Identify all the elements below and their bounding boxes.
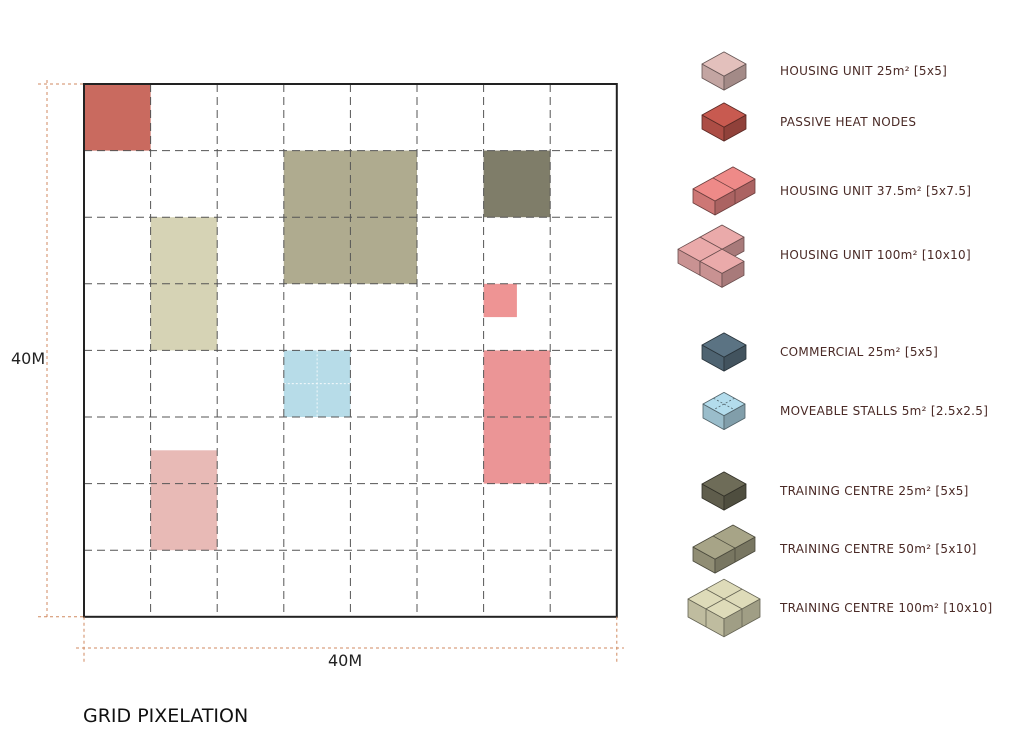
legend-item: TRAINING CENTRE 100m² [10x10] — [687, 578, 992, 638]
legend-label: HOUSING UNIT 25m² [5x5] — [780, 64, 947, 78]
single-cube-icon — [701, 51, 747, 91]
legend-label: HOUSING UNIT 37.5m² [5x7.5] — [780, 184, 971, 198]
legend-item: HOUSING UNIT 37.5m² [5x7.5] — [692, 166, 971, 216]
legend-item: TRAINING CENTRE 50m² [5x10] — [692, 524, 977, 574]
legend-label: TRAINING CENTRE 25m² [5x5] — [779, 484, 969, 498]
legend-item: MOVEABLE STALLS 5m² [2.5x2.5] — [702, 391, 988, 431]
dimension-layer — [38, 80, 624, 664]
legend-label: TRAINING CENTRE 50m² [5x10] — [779, 542, 977, 556]
legend: HOUSING UNIT 25m² [5x5] PASSIVE HEAT NODE… — [677, 51, 992, 638]
single-cube-icon — [701, 332, 747, 372]
stall-cube-icon — [702, 391, 746, 431]
blocks-layer — [84, 84, 551, 551]
housing-unit-small-block — [483, 283, 517, 318]
height-dimension-label: 40M — [11, 349, 45, 368]
legend-label: MOVEABLE STALLS 5m² [2.5x2.5] — [780, 404, 988, 418]
legend-item: HOUSING UNIT 25m² [5x5] — [701, 51, 947, 91]
grid-border — [83, 83, 618, 618]
training-centre-25-block — [483, 150, 551, 218]
legend-item: COMMERCIAL 25m² [5x5] — [701, 332, 938, 372]
legend-label: COMMERCIAL 25m² [5x5] — [780, 345, 938, 359]
double-block-icon — [692, 524, 756, 574]
width-dimension-label: 40M — [328, 651, 362, 670]
double-block-icon — [692, 166, 756, 216]
single-cube-icon — [701, 102, 747, 142]
l-shape-block-icon — [677, 224, 745, 288]
legend-label: PASSIVE HEAT NODES — [780, 115, 916, 129]
legend-item: TRAINING CENTRE 25m² [5x5] — [701, 471, 969, 511]
passive-heat-node-block — [84, 84, 151, 151]
diagram-title: GRID PIXELATION — [83, 705, 248, 727]
housing-unit-25-block — [150, 450, 218, 551]
legend-label: HOUSING UNIT 100m² [10x10] — [780, 248, 971, 262]
legend-item: PASSIVE HEAT NODES — [701, 102, 916, 142]
grid-layer — [83, 83, 618, 618]
quad-block-icon — [687, 578, 761, 638]
legend-label: TRAINING CENTRE 100m² [10x10] — [779, 601, 992, 615]
legend-item: HOUSING UNIT 100m² [10x10] — [677, 224, 971, 288]
single-cube-icon — [701, 471, 747, 511]
